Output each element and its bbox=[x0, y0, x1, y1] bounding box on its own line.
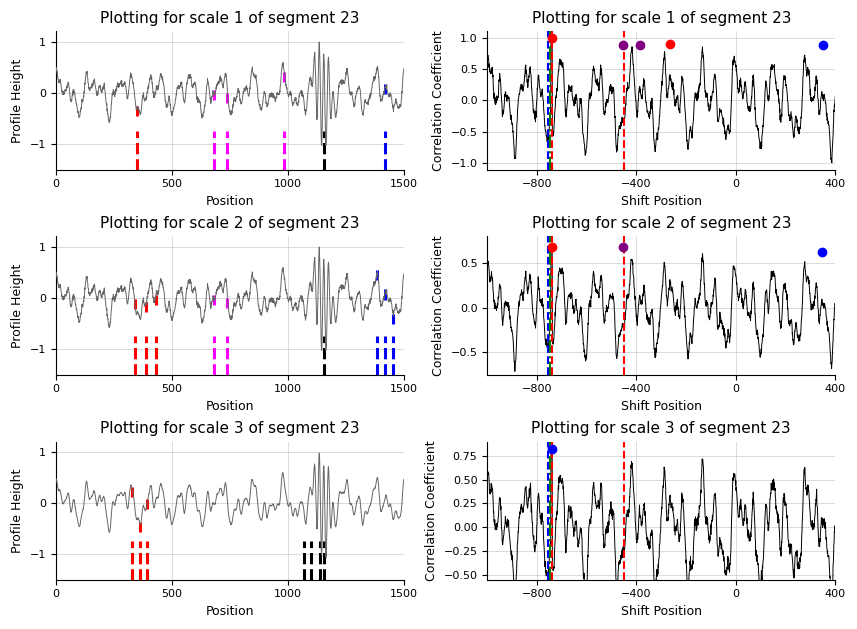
Title: Plotting for scale 2 of segment 23: Plotting for scale 2 of segment 23 bbox=[100, 216, 360, 231]
Y-axis label: Correlation Coefficient: Correlation Coefficient bbox=[425, 440, 438, 581]
X-axis label: Shift Position: Shift Position bbox=[620, 400, 702, 413]
Y-axis label: Profile Height: Profile Height bbox=[11, 469, 24, 553]
Y-axis label: Profile Height: Profile Height bbox=[11, 58, 24, 143]
Y-axis label: Correlation Coefficient: Correlation Coefficient bbox=[432, 235, 445, 376]
X-axis label: Position: Position bbox=[206, 195, 254, 208]
Title: Plotting for scale 1 of segment 23: Plotting for scale 1 of segment 23 bbox=[100, 11, 360, 26]
Y-axis label: Correlation Coefficient: Correlation Coefficient bbox=[432, 30, 445, 171]
Y-axis label: Profile Height: Profile Height bbox=[11, 264, 24, 348]
Title: Plotting for scale 1 of segment 23: Plotting for scale 1 of segment 23 bbox=[531, 11, 791, 26]
X-axis label: Position: Position bbox=[206, 400, 254, 413]
Title: Plotting for scale 3 of segment 23: Plotting for scale 3 of segment 23 bbox=[100, 421, 360, 436]
Title: Plotting for scale 2 of segment 23: Plotting for scale 2 of segment 23 bbox=[531, 216, 791, 231]
X-axis label: Shift Position: Shift Position bbox=[620, 605, 702, 618]
X-axis label: Shift Position: Shift Position bbox=[620, 195, 702, 208]
Title: Plotting for scale 3 of segment 23: Plotting for scale 3 of segment 23 bbox=[531, 421, 791, 436]
X-axis label: Position: Position bbox=[206, 605, 254, 618]
